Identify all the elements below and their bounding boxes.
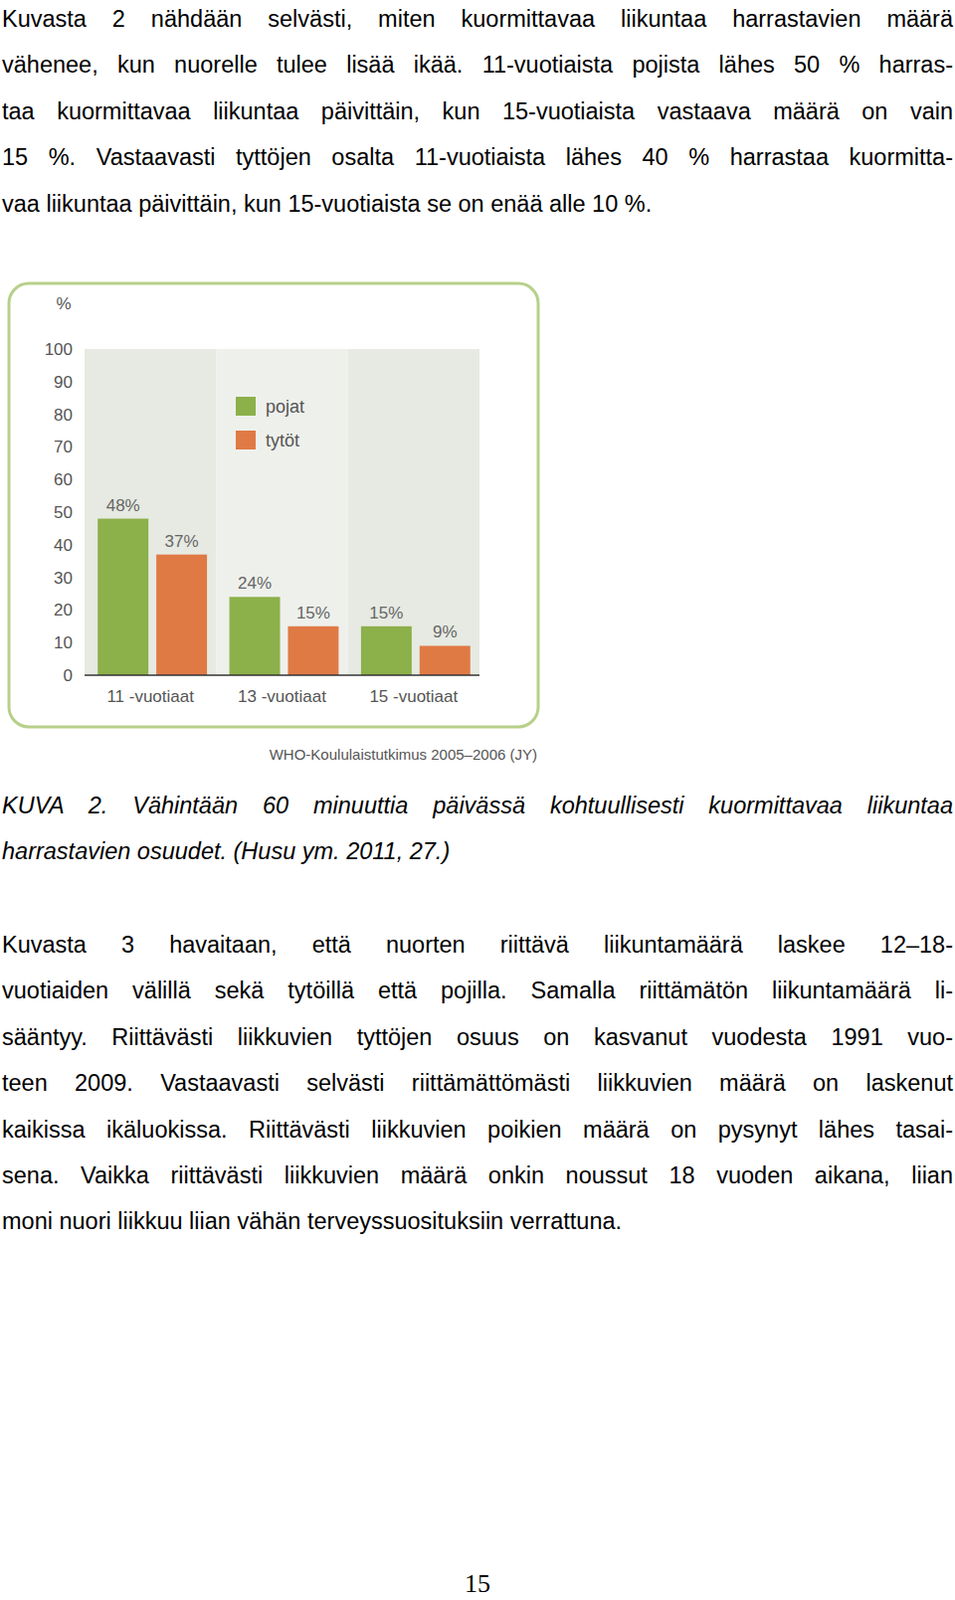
y-tick-label: 60 xyxy=(53,470,73,490)
paragraph-line: moni nuori liikkuu liian vähän terveyssu… xyxy=(1,1206,954,1237)
paragraph-line: 15 %. Vastaavasti tyttöjen osalta 11-vuo… xyxy=(1,142,954,173)
x-tick-label: 11 -vuotiaat xyxy=(106,687,194,707)
legend-label: tytöt xyxy=(265,430,300,451)
data-label: 9% xyxy=(432,622,458,642)
y-tick-label: 20 xyxy=(53,600,73,620)
x-tick-label: 15 -vuotiaat xyxy=(369,687,458,707)
y-tick-label: 40 xyxy=(53,536,73,556)
paragraph-line: sääntyy. Riittävästi liikkuvien tyttöjen… xyxy=(1,1022,954,1053)
y-tick-label: 90 xyxy=(53,373,73,392)
y-tick-label: 0 xyxy=(63,666,73,686)
paragraph-line: taa kuormittavaa liikuntaa päivittäin, k… xyxy=(1,96,954,127)
chart: 0 10 20 30 40 50 60 70 80 90 100% 48% 24% 15% 37% 15% 9%… xyxy=(0,278,558,776)
paragraph-line: Kuvasta 3 havaitaan, että nuorten riittä… xyxy=(1,930,954,960)
bar xyxy=(361,626,412,676)
legend-swatch xyxy=(235,396,256,416)
paragraph-line: kaikissa ikäluokissa. Riittävästi liikku… xyxy=(1,1115,954,1146)
data-label: 15% xyxy=(296,603,331,623)
page-number: 15 xyxy=(0,1569,955,1600)
bar xyxy=(287,626,339,676)
y-tick-label: 50 xyxy=(53,503,73,523)
x-axis-line xyxy=(84,674,480,677)
y-tick-label: 100 xyxy=(44,340,73,360)
paragraph-line: vuotiaiden välillä sekä tytöillä että po… xyxy=(1,975,954,1006)
legend-label: pojat xyxy=(265,396,305,417)
data-label: 15% xyxy=(369,603,403,623)
caption-line: KUVA 2. Vähintään 60 minuuttia päivässä … xyxy=(1,790,954,821)
paragraph-line: Kuvasta 2 nähdään selvästi, miten kuormi… xyxy=(1,3,954,34)
y-axis-label: % xyxy=(55,294,71,314)
y-tick-label: 30 xyxy=(53,569,73,588)
bar xyxy=(156,555,207,676)
y-tick-label: 80 xyxy=(53,405,73,425)
chart-frame xyxy=(8,283,539,728)
data-label: 24% xyxy=(237,573,272,593)
bar xyxy=(419,645,471,676)
source-note: WHO-Koululaistutkimus 2005–2006 (JY) xyxy=(269,746,538,764)
paragraph-line: vaa liikuntaa päivittäin, kun 15-vuotiai… xyxy=(1,189,954,219)
legend-swatch xyxy=(235,430,256,450)
y-tick-label: 10 xyxy=(53,633,73,653)
bar xyxy=(97,519,149,676)
category-band xyxy=(215,349,348,676)
paragraph-line: teen 2009. Vastaavasti selvästi riittämä… xyxy=(1,1068,954,1099)
caption-line: harrastavien osuudet. (Husu ym. 2011, 27… xyxy=(1,836,954,867)
category-band xyxy=(348,349,480,676)
bar xyxy=(229,596,281,676)
x-tick-label: 13 -vuotiaat xyxy=(237,687,327,707)
category-band xyxy=(84,349,216,676)
paragraph-line: sena. Vaikka riittävästi liikkuvien määr… xyxy=(1,1160,954,1191)
bars xyxy=(97,519,471,676)
data-label: 48% xyxy=(106,496,141,516)
y-tick-label: 70 xyxy=(53,437,73,457)
data-label: 37% xyxy=(165,532,199,552)
paragraph-line: vähenee, kun nuorelle tulee lisää ikää. … xyxy=(1,49,954,80)
